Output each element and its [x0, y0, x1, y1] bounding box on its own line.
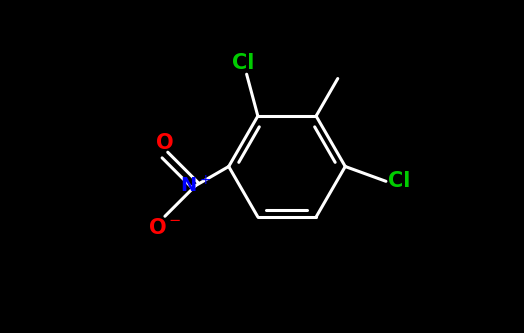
Text: Cl: Cl — [232, 53, 255, 73]
Text: Cl: Cl — [388, 171, 410, 191]
Text: N$^+$: N$^+$ — [180, 175, 211, 196]
Text: O$^-$: O$^-$ — [148, 218, 182, 238]
Text: O: O — [156, 134, 174, 154]
